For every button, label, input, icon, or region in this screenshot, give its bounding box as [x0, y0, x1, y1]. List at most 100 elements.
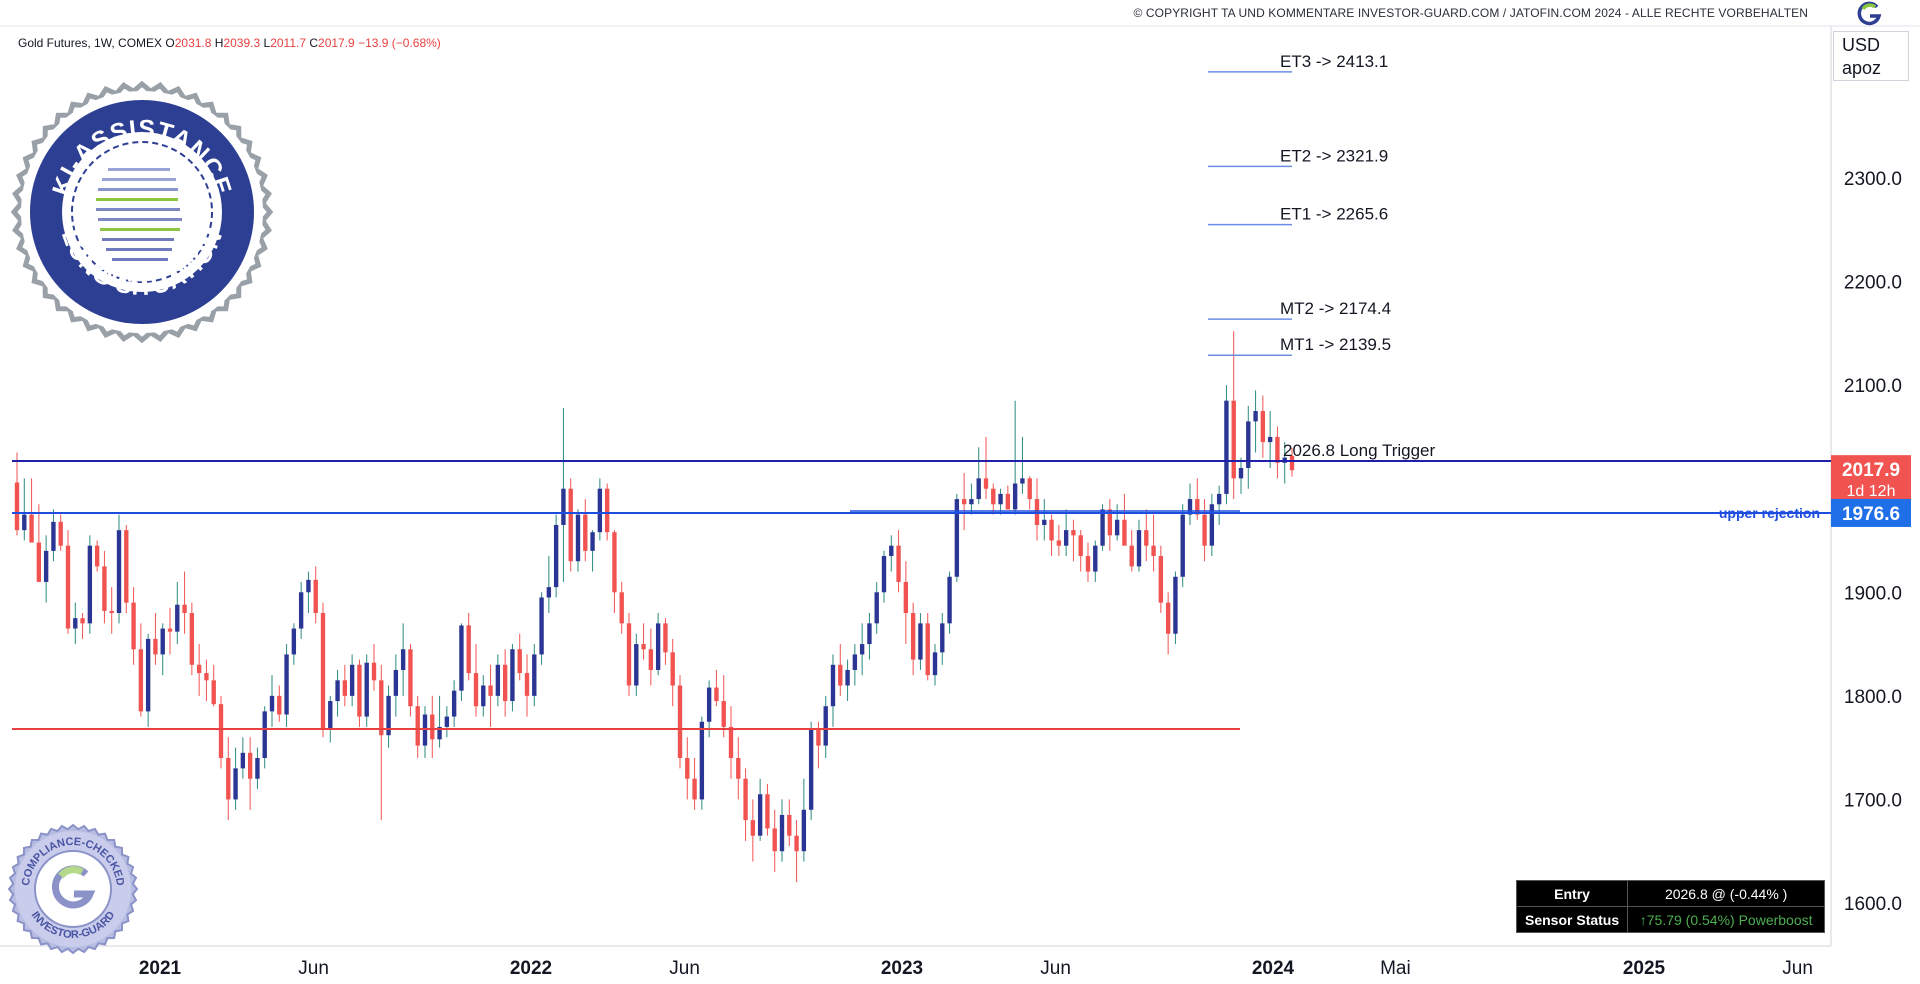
candle-body	[430, 714, 435, 740]
candle-body	[204, 673, 209, 681]
candle-body	[597, 488, 603, 533]
x-tick-label: 2024	[1252, 958, 1295, 979]
candle-body	[357, 664, 362, 717]
candle-body	[940, 623, 945, 653]
candle-body	[641, 644, 646, 650]
candle-body	[626, 623, 632, 686]
plot-area	[0, 26, 1830, 946]
x-tick-label: 2021	[139, 958, 182, 979]
candle-body	[481, 685, 486, 707]
candle-body	[1093, 545, 1098, 572]
candle-body	[189, 613, 195, 665]
candle-body	[765, 794, 770, 829]
candle-body	[437, 726, 442, 740]
x-tick-label: Jun	[1040, 958, 1071, 979]
candle-body	[787, 814, 792, 836]
candle-body	[932, 652, 938, 676]
candle-body	[1231, 400, 1236, 479]
candle-body	[502, 664, 508, 702]
y-tick-label: 1900.0	[1844, 583, 1902, 604]
candle-body	[320, 613, 326, 729]
x-tick-label: 2023	[881, 958, 923, 979]
candle-body	[73, 618, 78, 629]
candle-body	[867, 623, 872, 645]
rejection-price-badge	[1831, 498, 1911, 527]
candle-body	[1151, 545, 1156, 557]
candle-body	[116, 530, 122, 613]
candle-body	[415, 706, 420, 746]
candle-body	[298, 592, 304, 629]
investor-guard-g-icon[interactable]	[1855, 1, 1885, 27]
symbol-ohlc-legend: Gold Futures, 1W, COMEX O2031.8 H2039.3 …	[18, 36, 441, 50]
x-tick-label: 2022	[510, 958, 552, 979]
candle-body	[1100, 509, 1105, 546]
candle-body	[43, 550, 49, 582]
candle-body	[29, 514, 34, 543]
candle-body	[1267, 436, 1273, 443]
sensor-status-label: Sensor Status	[1515, 906, 1629, 933]
candle-body	[663, 623, 668, 653]
currency-unit-box[interactable]: USD apoz	[1833, 31, 1909, 81]
ai-head-icon	[96, 168, 182, 261]
candle-body	[757, 794, 763, 836]
candle-body	[648, 649, 654, 670]
candle-body	[634, 644, 639, 686]
candle-body	[1027, 478, 1032, 500]
target-label: ET1 -> 2265.6	[1280, 205, 1388, 224]
candle-body	[393, 669, 399, 696]
rejection-label: upper rejection	[1719, 505, 1820, 521]
candle-body	[852, 654, 858, 670]
candle-body	[262, 711, 267, 758]
candle-body	[102, 566, 107, 611]
candle-body	[823, 706, 828, 746]
candle-body	[255, 758, 260, 779]
candle-body	[772, 828, 777, 852]
candle-body	[896, 545, 901, 582]
candle-body	[736, 758, 741, 779]
symbol-name: Gold Futures, 1W, COMEX	[18, 36, 163, 50]
candle-body	[991, 488, 996, 505]
candle-body	[1180, 514, 1185, 577]
candle-body	[65, 545, 71, 629]
candle-body	[830, 664, 836, 707]
candle-body	[590, 532, 595, 551]
candle-body	[808, 729, 814, 810]
candle-body	[109, 610, 114, 613]
candle-body	[1289, 455, 1295, 471]
scale-mode-label: apoz	[1842, 58, 1882, 78]
candle-body	[1056, 540, 1062, 546]
candle-body	[22, 514, 27, 531]
candle-body	[619, 592, 624, 624]
x-tick-label: Mai	[1380, 958, 1411, 979]
candle-body	[1063, 530, 1069, 546]
candle-body	[488, 685, 493, 696]
x-tick-label: Jun	[669, 958, 700, 979]
candle-body	[277, 695, 282, 715]
candle-body	[604, 488, 610, 533]
candle-body	[379, 680, 384, 736]
x-tick-label: 2025	[1623, 958, 1666, 979]
candle-body	[1005, 493, 1011, 510]
candle-body	[1107, 509, 1113, 536]
candle-body	[459, 625, 464, 691]
candle-body	[138, 649, 144, 712]
candle-body	[1012, 483, 1018, 510]
candle-body	[371, 662, 377, 681]
candle-body	[284, 654, 289, 715]
last-price-value: 2017.9	[1842, 460, 1900, 481]
candle-body	[306, 579, 311, 593]
candle-body	[539, 597, 544, 655]
candle-body	[838, 664, 843, 686]
candle-body	[175, 604, 180, 632]
candle-body	[422, 714, 428, 746]
y-tick-label: 1600.0	[1844, 894, 1902, 915]
candle-body	[240, 752, 246, 769]
entry-label: Entry	[1515, 880, 1629, 907]
candle-body	[218, 704, 224, 758]
candle-body	[51, 521, 56, 551]
candle-body	[546, 587, 552, 598]
last-price-badge	[1831, 455, 1911, 500]
candle-body	[87, 545, 93, 624]
candle-body	[1078, 535, 1083, 557]
